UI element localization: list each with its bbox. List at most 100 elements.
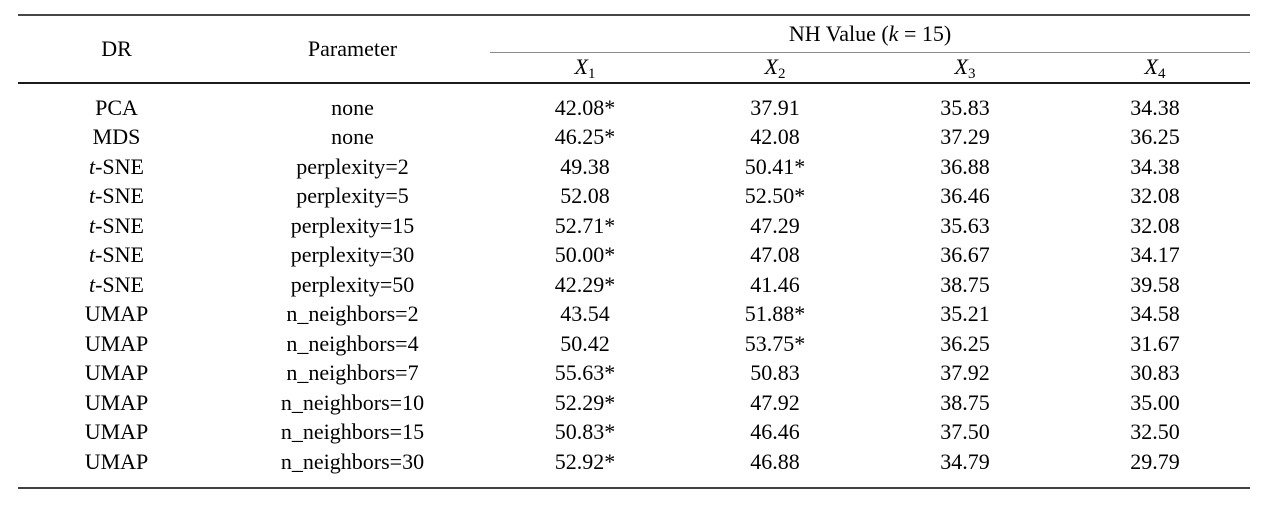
cell-x2: 47.29 [750,212,800,238]
cell-x2: 53.75* [744,330,806,356]
cell-parameter: none [331,94,374,120]
nh-value-results-table: DR Parameter NH Value (k = 15) X1 X2 X3 … [18,14,1251,489]
col-header-x1: X1 [490,52,680,84]
cell-x3: 37.92 [940,360,990,386]
col-header-x3: X3 [870,52,1060,84]
cell-parameter: n_neighbors=30 [280,448,425,474]
cell-x2: 47.08 [750,242,800,268]
cell-x4: 34.58 [1130,301,1180,327]
table-row: t-SNE perplexity=2 49.38 50.41* 36.88 34.38 [18,152,1250,182]
cell-dr: UMAP [84,389,149,415]
cell-parameter: perplexity=15 [290,212,415,238]
table-row: t-SNE perplexity=30 50.00* 47.08 36.67 34.17 [18,241,1250,271]
cell-x3: 36.88 [940,153,990,179]
cell-x1: 52.92* [554,448,616,474]
cell-x4: 36.25 [1130,124,1180,150]
col-group-header-nh-value: NH Value (k = 15) [490,15,1251,53]
cell-x2: 50.83 [750,360,800,386]
cell-dr: t-SNE [88,153,144,179]
cell-x2: 52.50* [744,183,806,209]
cell-x4: 30.83 [1130,360,1180,386]
cell-x1: 50.42 [560,330,610,356]
x1-base: X [574,54,588,80]
x3-base: X [954,54,968,80]
cell-x4: 32.08 [1130,212,1180,238]
cell-x3: 38.75 [940,271,990,297]
cell-x1: 42.08* [554,94,616,120]
cell-x1: 50.83* [554,419,616,445]
cell-x2: 51.88* [744,301,806,327]
cell-x2: 37.91 [750,94,800,120]
table-row: UMAP n_neighbors=30 52.92* 46.88 34.79 29.79 [18,447,1250,488]
cell-x4: 32.50 [1130,419,1180,445]
table-row: UMAP n_neighbors=7 55.63* 50.83 37.92 30.83 [18,359,1250,389]
cell-x1: 50.00* [554,242,616,268]
table-header: DR Parameter NH Value (k = 15) X1 X2 X3 … [18,15,1251,84]
cell-x2: 42.08 [750,124,800,150]
cell-parameter: perplexity=30 [290,242,415,268]
table-row: t-SNE perplexity=15 52.71* 47.29 35.63 32.08 [18,211,1250,241]
nh-value-label-pre: NH Value ( [788,20,889,46]
cell-dr: t-SNE [88,242,144,268]
cell-x2: 47.92 [750,389,800,415]
cell-x4: 39.58 [1130,271,1180,297]
table-row: UMAP n_neighbors=10 52.29* 47.92 38.75 35.00 [18,388,1250,418]
table-row: PCA none 42.08* 37.91 35.83 34.38 [18,83,1250,123]
cell-x4: 31.67 [1130,330,1180,356]
cell-x1: 43.54 [560,301,610,327]
cell-x2: 46.46 [750,419,800,445]
table-row: UMAP n_neighbors=15 50.83* 46.46 37.50 32.50 [18,418,1250,448]
cell-dr: UMAP [84,330,149,356]
cell-x3: 34.79 [940,448,990,474]
col-header-dr: DR [18,15,215,84]
cell-dr: UMAP [84,419,149,445]
cell-x4: 34.38 [1130,94,1180,120]
cell-parameter: n_neighbors=10 [280,389,425,415]
cell-parameter: n_neighbors=2 [286,301,419,327]
cell-x2: 50.41* [744,153,806,179]
x1-subscript: 1 [587,65,596,82]
cell-dr: t-SNE [88,183,144,209]
cell-x1: 49.38 [560,153,610,179]
x4-subscript: 4 [1158,65,1166,82]
cell-dr: PCA [95,94,138,120]
x2-subscript: 2 [777,65,786,82]
table-row: t-SNE perplexity=5 52.08 52.50* 36.46 32.08 [18,182,1250,212]
cell-x3: 35.83 [940,94,990,120]
col-header-x4: X4 [1060,52,1251,84]
cell-parameter: perplexity=5 [296,183,409,209]
cell-x1: 52.29* [554,389,616,415]
cell-x2: 41.46 [750,271,800,297]
cell-x1: 52.08 [560,183,610,209]
nh-value-label-post: = 15) [898,20,952,46]
cell-dr: t-SNE [88,212,144,238]
table-body: PCA none 42.08* 37.91 35.83 34.38 MDS none 46.25… [18,83,1250,488]
cell-x1: 52.71* [554,212,616,238]
cell-parameter: n_neighbors=4 [286,330,419,356]
cell-x1: 42.29* [554,271,616,297]
cell-x2: 46.88 [750,448,800,474]
cell-x3: 35.63 [940,212,990,238]
col-header-parameter: Parameter [215,15,490,84]
table-row: MDS none 46.25* 42.08 37.29 36.25 [18,123,1250,153]
x2-base: X [764,54,778,80]
cell-x4: 34.38 [1130,153,1180,179]
cell-x3: 35.21 [940,301,990,327]
cell-x3: 36.67 [940,242,990,268]
table-row: UMAP n_neighbors=4 50.42 53.75* 36.25 31.67 [18,329,1250,359]
cell-x4: 29.79 [1130,448,1180,474]
cell-dr: MDS [92,124,141,150]
cell-x4: 34.17 [1130,242,1180,268]
cell-x3: 38.75 [940,389,990,415]
col-header-x2: X2 [680,52,870,84]
header-group-row: DR Parameter NH Value (k = 15) [18,15,1251,84]
cell-x3: 37.29 [940,124,990,150]
cell-x1: 46.25* [554,124,616,150]
cell-x1: 55.63* [554,360,616,386]
cell-parameter: perplexity=50 [290,271,415,297]
x3-subscript: 3 [967,65,976,82]
cell-dr: UMAP [84,360,149,386]
cell-x3: 36.46 [940,183,990,209]
cell-dr: UMAP [84,448,149,474]
